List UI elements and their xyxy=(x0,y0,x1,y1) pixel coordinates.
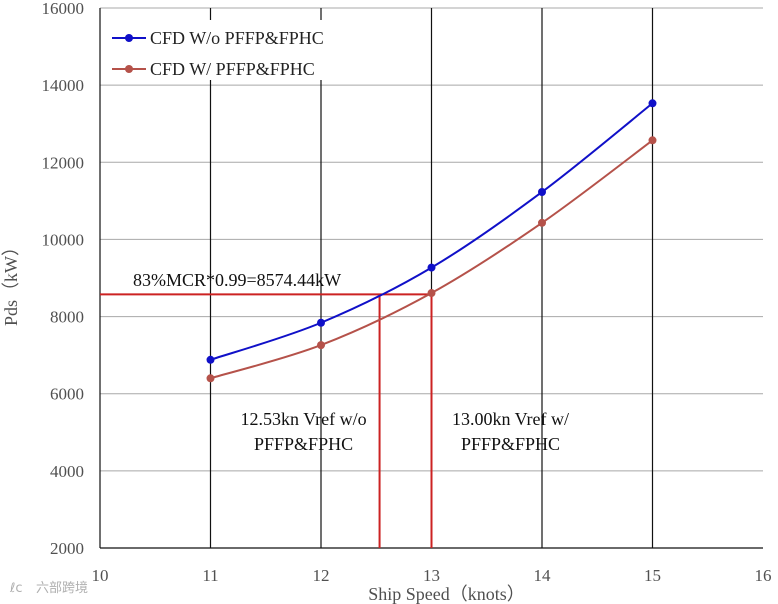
series-1-point-15 xyxy=(648,136,657,145)
series-0-point-15 xyxy=(648,99,657,108)
legend-marker-w xyxy=(125,65,133,73)
y-tick-label-16000: 16000 xyxy=(42,0,85,18)
labels: 83%MCR*0.99=8574.44kW 12.53kn Vref w/o P… xyxy=(1,238,569,604)
legend-background xyxy=(105,20,380,80)
x-tick-label-10: 10 xyxy=(92,566,109,585)
x-tick-label-11: 11 xyxy=(202,566,218,585)
series-0-point-11 xyxy=(206,355,215,364)
series-0-point-12 xyxy=(317,318,325,327)
series-1-point-13 xyxy=(427,289,436,298)
x-tick-label-16: 16 xyxy=(755,566,772,585)
y-tick-label-10000: 10000 xyxy=(42,230,85,249)
y-tick-label-12000: 12000 xyxy=(42,153,85,172)
vref-annotation-wo-line1: 12.53kn Vref w/o xyxy=(241,409,367,429)
legend-label-w: CFD W/ PFFP&FPHC xyxy=(150,59,315,79)
y-tick-label-4000: 4000 xyxy=(50,462,84,481)
y-axis-title: Pds（kW） xyxy=(1,238,21,326)
legend-marker-wo xyxy=(125,34,133,42)
series-layer xyxy=(206,99,657,383)
legend: CFD W/o PFFP&FPHC CFD W/ PFFP&FPHC xyxy=(105,20,380,80)
series-0-point-13 xyxy=(427,263,436,272)
legend-label-wo: CFD W/o PFFP&FPHC xyxy=(150,28,324,48)
x-tick-label-15: 15 xyxy=(644,566,661,585)
y-tick-label-2000: 2000 xyxy=(50,539,84,558)
y-tick-label-8000: 8000 xyxy=(50,308,84,327)
x-tick-label-14: 14 xyxy=(534,566,552,585)
series-1-point-12 xyxy=(317,341,325,350)
vref-annotation-w-line1: 13.00kn Vref w/ xyxy=(452,409,569,429)
vref-annotation-w-line2: PFFP&FPHC xyxy=(461,434,560,454)
mcr-annotation: 83%MCR*0.99=8574.44kW xyxy=(133,270,341,290)
x-tick-label-13: 13 xyxy=(423,566,440,585)
watermark: ℓᴄ 六部跨境 xyxy=(9,581,88,596)
watermark-logo: ℓᴄ xyxy=(9,581,23,596)
x-axis-title: Ship Speed（knots） xyxy=(368,584,525,604)
y-tick-label-14000: 14000 xyxy=(42,76,85,95)
axes: 2000 4000 6000 8000 10000 12000 14000 16000 10 11… xyxy=(42,0,772,585)
vref-annotation-wo-line2: PFFP&FPHC xyxy=(254,434,353,454)
x-tick-label-12: 12 xyxy=(313,566,330,585)
series-1-point-14 xyxy=(538,218,546,227)
reference-lines xyxy=(100,293,433,548)
y-tick-label-6000: 6000 xyxy=(50,385,84,404)
series-1-point-11 xyxy=(206,374,215,383)
series-0-point-14 xyxy=(538,187,546,196)
watermark-text: 六部跨境 xyxy=(36,581,88,596)
